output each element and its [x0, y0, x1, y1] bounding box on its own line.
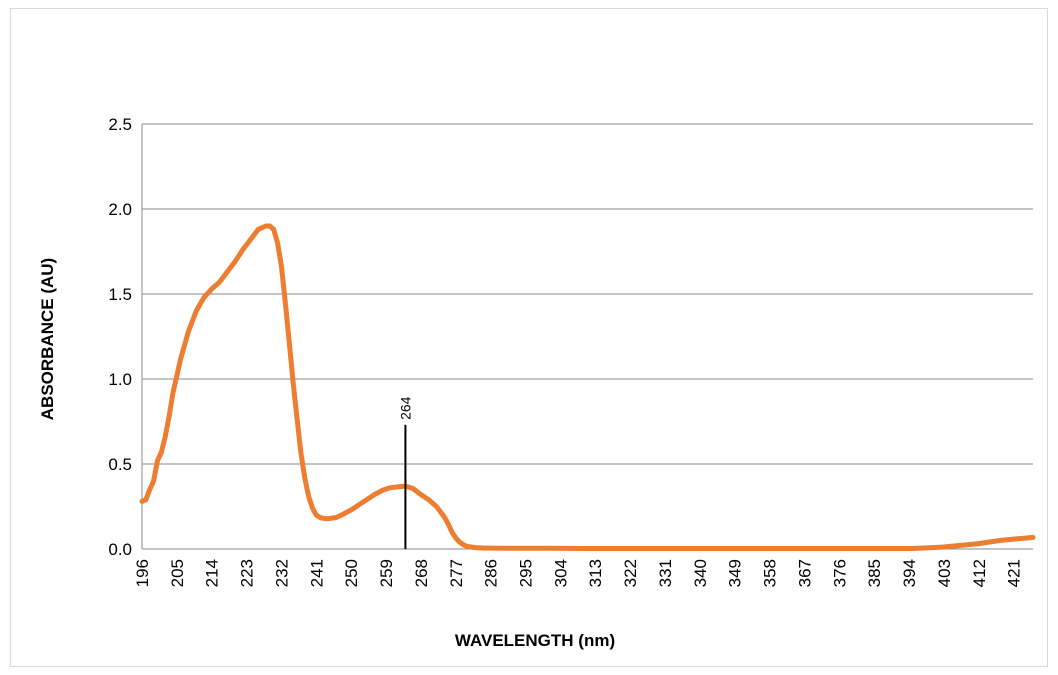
x-tick-label: 295 — [517, 559, 536, 587]
x-tick-label: 394 — [900, 559, 919, 587]
x-tick-label: 268 — [412, 559, 431, 587]
series-line-0 — [139, 223, 1036, 551]
y-axis-title: ABSORBANCE (AU) — [38, 258, 57, 420]
series-layer — [139, 223, 1036, 551]
x-tick-label: 340 — [691, 559, 710, 587]
x-tick-label: 349 — [726, 559, 745, 587]
x-tick-label: 241 — [307, 559, 326, 587]
x-tick-label: 205 — [168, 559, 187, 587]
x-tick-label: 358 — [761, 559, 780, 587]
x-tick-label: 223 — [238, 559, 257, 587]
x-tick-label: 232 — [272, 559, 291, 587]
x-tick-label: 313 — [586, 559, 605, 587]
x-tick-label: 331 — [656, 559, 675, 587]
annotation-layer: 264 — [397, 396, 413, 549]
y-tick-label: 0.5 — [108, 455, 132, 474]
peak-marker-label: 264 — [397, 396, 413, 420]
x-tick-labels: 196 205 214 223 232 241 250 259 268 277 286 295 304 3… — [133, 559, 1024, 587]
y-tick-label: 1.5 — [108, 285, 132, 304]
y-tick-label: 2.0 — [108, 200, 132, 219]
x-tick-label: 259 — [377, 559, 396, 587]
x-tick-label: 196 — [133, 559, 152, 587]
x-tick-label: 385 — [865, 559, 884, 587]
y-tick-label: 2.5 — [108, 115, 132, 134]
y-tick-label: 1.0 — [108, 370, 132, 389]
x-tick-label: 403 — [935, 559, 954, 587]
y-tick-label: 0.0 — [108, 540, 132, 559]
x-tick-label: 286 — [482, 559, 501, 587]
x-tick-label: 376 — [830, 559, 849, 587]
x-tick-label: 322 — [621, 559, 640, 587]
y-tick-labels: 0.0 0.5 1.0 1.5 2.0 2.5 — [108, 115, 132, 559]
grid-layer — [141, 123, 1033, 550]
x-tick-label: 412 — [970, 559, 989, 587]
x-tick-label: 277 — [447, 559, 466, 587]
x-axis-title: WAVELENGTH (nm) — [455, 631, 615, 650]
x-tick-label: 214 — [203, 559, 222, 587]
x-tick-label: 421 — [1005, 559, 1024, 587]
chart: 0.0 0.5 1.0 1.5 2.0 2.5 196 205 214 223 232 241 250… — [38, 115, 1036, 650]
x-tick-label: 250 — [342, 559, 361, 587]
x-tick-label: 367 — [795, 559, 814, 587]
chart-area: 0.0 0.5 1.0 1.5 2.0 2.5 196 205 214 223 232 241 250… — [10, 8, 1048, 667]
x-tick-label: 304 — [551, 559, 570, 587]
